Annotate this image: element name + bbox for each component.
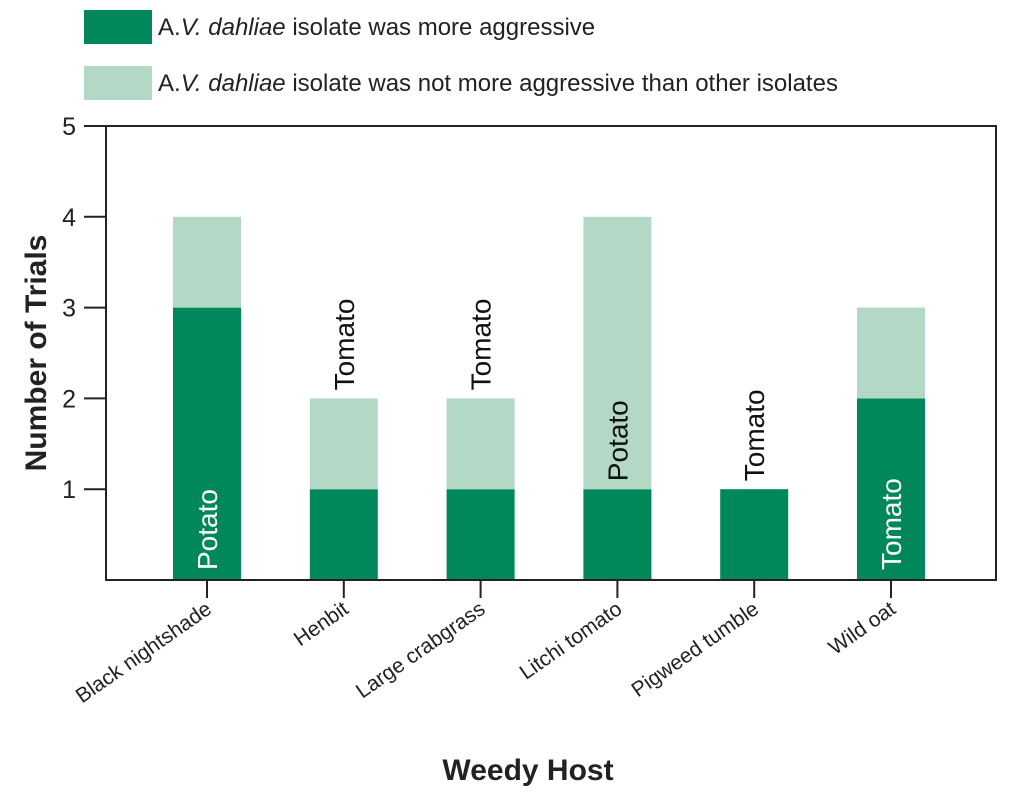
bar-annotation: Tomato [876, 478, 907, 570]
bar-segment [173, 307, 241, 580]
x-tick-label: Pigweed tumble [627, 597, 763, 702]
x-tick-label: Large crabgrass [352, 597, 489, 703]
bar-annotation: Potato [602, 400, 633, 481]
bar-segment [857, 398, 925, 580]
bar-annotation: Potato [192, 489, 223, 570]
bar-segment [720, 489, 789, 580]
y-tick-label: 1 [62, 476, 76, 504]
legend-label: A.V. dahliae isolate was not more aggres… [158, 70, 838, 97]
legend-text-part: A. [158, 14, 181, 41]
bar-segment [446, 398, 515, 490]
legend-text-part: V. dahliae [181, 14, 286, 41]
bar-segment [309, 398, 378, 490]
bar-segment [857, 307, 925, 399]
legend-text-part: isolate was not more aggressive than oth… [286, 70, 838, 97]
bar-segment [173, 216, 241, 308]
y-tick-label: 5 [62, 113, 76, 141]
y-tick-label: 3 [62, 295, 76, 323]
bar-segment [446, 489, 515, 580]
bar-segment [309, 489, 378, 580]
plot-frame [105, 125, 997, 581]
bar-segment [583, 216, 652, 490]
x-tick-label: Henbit [290, 597, 353, 651]
y-tick-label: 4 [62, 204, 76, 232]
x-axis-title: Weedy Host [442, 754, 613, 787]
x-tick-label: Wild oat [825, 597, 900, 659]
x-tick-label: Black nightshade [72, 597, 216, 708]
legend-swatch [84, 66, 152, 100]
legend-label: A.V. dahliae isolate was more aggressive [158, 14, 595, 41]
y-axis-title: Number of Trials [20, 235, 53, 472]
y-tick-label: 2 [62, 385, 76, 413]
legend-swatch [84, 10, 152, 44]
bar-annotation: Tomato [329, 299, 360, 391]
legend-text-part: V. dahliae [181, 70, 286, 97]
legend-text-part: isolate was more aggressive [286, 14, 595, 41]
bar-annotation: Tomato [466, 299, 497, 391]
bar-annotation: Tomato [739, 389, 770, 481]
bar-segment [583, 489, 652, 580]
legend-text-part: A. [158, 70, 181, 97]
x-tick-label: Litchi tomato [516, 597, 627, 684]
